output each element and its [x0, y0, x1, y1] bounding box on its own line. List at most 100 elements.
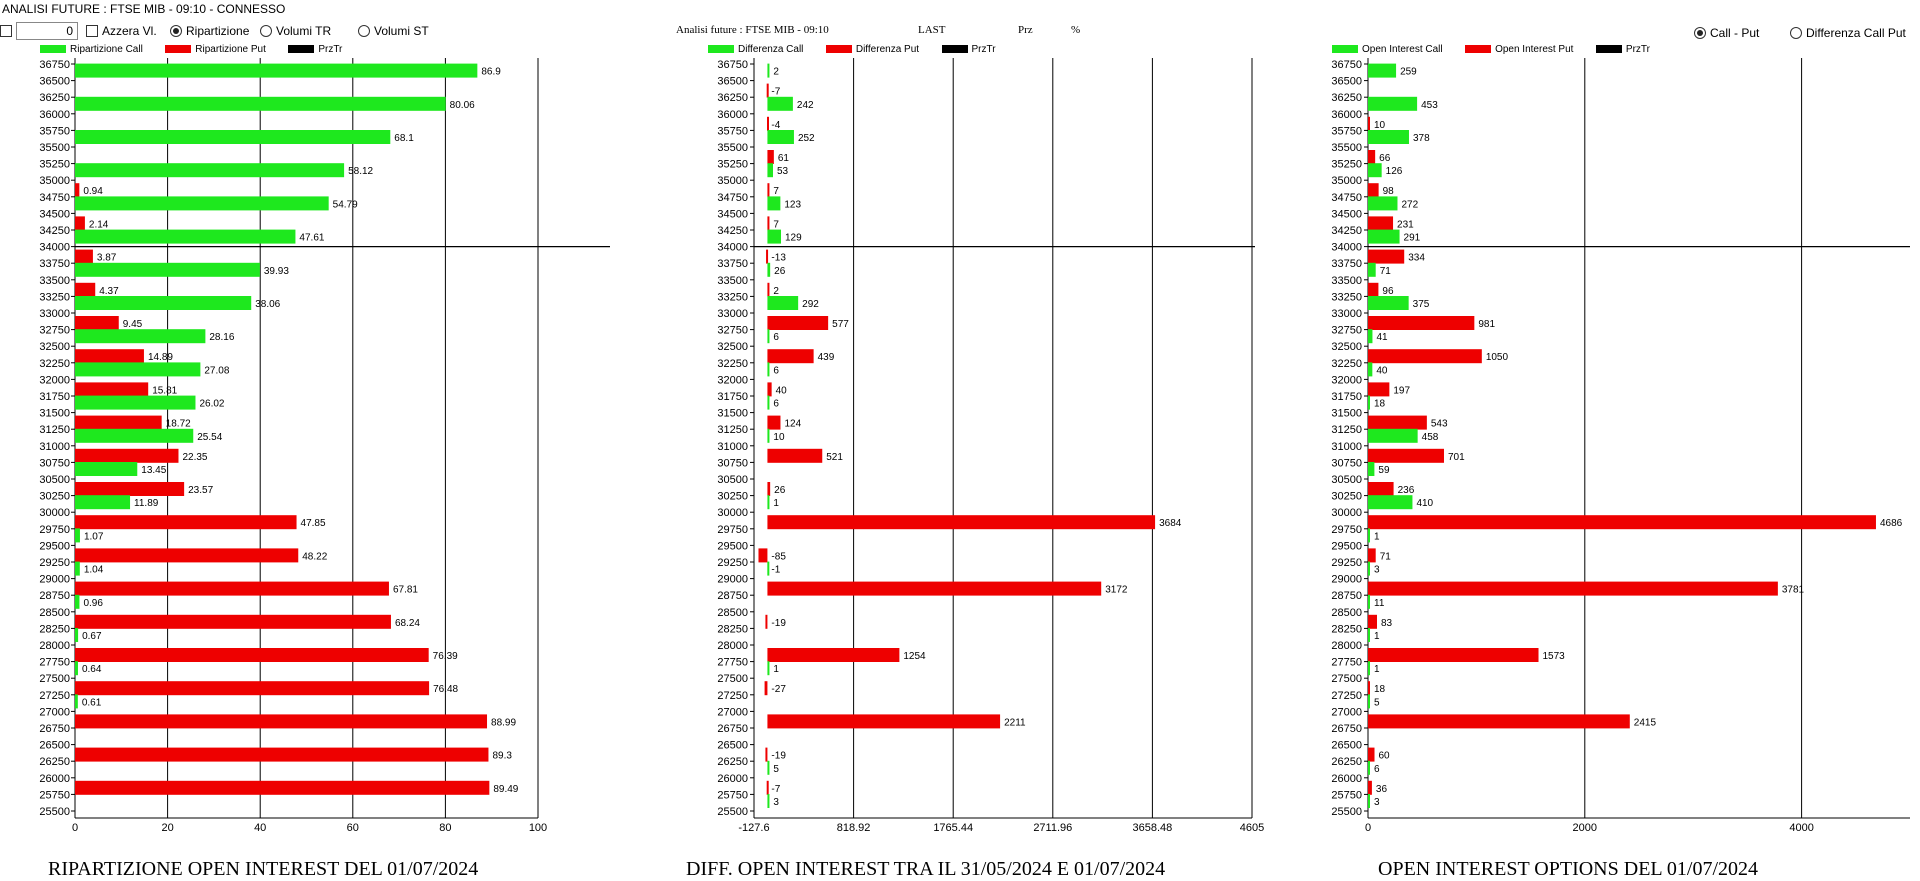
put-bar-label: 71	[1380, 551, 1392, 562]
call-bar-label: 1	[1374, 664, 1380, 675]
strike-label: 35250	[717, 159, 748, 171]
strike-label: 25750	[717, 789, 748, 801]
call-bar-label: 2	[773, 67, 779, 78]
put-bar	[75, 714, 488, 729]
call-bar-label: 0.67	[82, 631, 102, 642]
put-bar	[1368, 648, 1539, 662]
strike-label: 26000	[1331, 773, 1362, 785]
put-bar-label: 88.99	[491, 717, 516, 728]
call-bar-label: 40	[1376, 365, 1388, 376]
radio-call-put-dot[interactable]	[1694, 27, 1706, 39]
put-bar	[1368, 581, 1778, 596]
strike-label: 29500	[1331, 540, 1362, 552]
put-bar	[1368, 747, 1375, 762]
left-checkbox[interactable]	[0, 25, 12, 37]
number-field[interactable]: 0	[16, 22, 78, 40]
call-bar	[1368, 196, 1398, 211]
put-bar	[1368, 249, 1405, 264]
put-bar	[1368, 614, 1377, 629]
strike-label: 27500	[1331, 673, 1362, 685]
strike-label: 36500	[717, 76, 748, 88]
radio-call-put[interactable]: Call - Put	[1694, 26, 1759, 40]
call-bar	[1368, 63, 1397, 78]
radio-ripartizione-label: Ripartizione	[186, 24, 250, 38]
radio-diff-call-put[interactable]: Differenza Call Put	[1790, 26, 1906, 40]
put-bar-label: 23.57	[188, 485, 213, 496]
radio-ripartizione[interactable]: Ripartizione	[170, 24, 249, 38]
legend-left-call-label: Ripartizione Call	[70, 43, 143, 55]
strike-label: 25500	[717, 806, 748, 818]
middle-header-prz: Prz	[1018, 24, 1033, 36]
strike-label: 33500	[1331, 275, 1362, 287]
call-bar-label: 6	[773, 365, 779, 376]
call-bar	[767, 561, 770, 576]
call-bar-label: 41	[1376, 332, 1388, 343]
call-bar	[767, 63, 770, 78]
azzera-checkbox-control[interactable]: Azzera Vl.	[86, 24, 157, 38]
strike-label: 29250	[717, 557, 748, 569]
put-bar-label: 2.14	[89, 219, 109, 230]
call-bar-label: 26	[774, 266, 786, 277]
call-bar-label: 1.07	[84, 531, 104, 542]
put-bar	[767, 515, 1156, 530]
put-bar-label: 231	[1397, 219, 1414, 230]
put-bar-label: 7	[773, 186, 779, 197]
call-bar	[1368, 561, 1370, 576]
call-bar	[1368, 694, 1370, 709]
put-bar	[1368, 780, 1372, 795]
legend-middle-put: Differenza Put	[825, 43, 920, 55]
put-bar	[75, 482, 185, 496]
strike-label: 28500	[39, 607, 70, 619]
strike-label: 36000	[39, 109, 70, 121]
radio-volumi-tr-dot[interactable]	[260, 25, 272, 37]
strike-label: 30500	[1331, 474, 1362, 486]
put-bar	[765, 747, 768, 762]
call-bar	[75, 96, 446, 111]
strike-label: 29000	[39, 574, 70, 586]
strike-label: 32500	[717, 341, 748, 353]
put-bar	[75, 548, 299, 563]
strike-label: 27500	[717, 673, 748, 685]
legend-middle: Differenza Call Differenza Put PrzTr	[708, 40, 1014, 58]
put-bar-label: 61	[778, 153, 790, 164]
legend-left-prztr-label: PrzTr	[318, 43, 343, 55]
strike-label: 35000	[717, 175, 748, 187]
strike-label: 27500	[39, 673, 70, 685]
put-bar	[767, 648, 900, 662]
put-bar	[75, 581, 389, 596]
x-tick-label: 818.92	[837, 822, 871, 834]
x-tick-label: 0	[72, 822, 78, 834]
strike-label: 25750	[39, 789, 70, 801]
call-bar	[767, 96, 793, 111]
radio-diff-call-put-dot[interactable]	[1790, 27, 1802, 39]
put-bar-label: 18	[1374, 684, 1386, 695]
put-bar	[75, 648, 429, 662]
strike-label: 31750	[717, 391, 748, 403]
legend-left-put-label: Ripartizione Put	[195, 43, 266, 55]
radio-ripartizione-dot[interactable]	[170, 25, 182, 37]
strike-label: 26500	[39, 740, 70, 752]
call-bar	[1368, 594, 1370, 609]
strike-label: 32250	[1331, 358, 1362, 370]
put-bar-label: -13	[771, 253, 786, 264]
call-bar	[75, 495, 131, 510]
call-bar-label: 123	[784, 199, 801, 210]
strike-label: 28250	[1331, 623, 1362, 635]
legend-left-call: Ripartizione Call	[40, 44, 143, 55]
strike-label: 28000	[1331, 640, 1362, 652]
strike-label: 29500	[39, 540, 70, 552]
call-bar-label: 6	[773, 332, 779, 343]
strike-label: 36500	[39, 76, 70, 88]
radio-volumi-st[interactable]: Volumi ST	[358, 24, 429, 38]
radio-volumi-tr[interactable]: Volumi TR	[260, 24, 331, 38]
radio-diff-call-put-label: Differenza Call Put	[1806, 26, 1906, 40]
radio-volumi-st-dot[interactable]	[358, 25, 370, 37]
legend-middle-put-label: Differenza Put	[855, 43, 920, 55]
legend-swatch-put	[1465, 45, 1492, 53]
call-bar	[767, 794, 770, 808]
put-bar-label: -19	[771, 618, 786, 629]
put-bar-label: 2211	[1004, 717, 1026, 728]
strike-label: 32000	[39, 374, 70, 386]
put-bar-label: 197	[1393, 385, 1410, 396]
azzera-checkbox[interactable]	[86, 25, 98, 37]
